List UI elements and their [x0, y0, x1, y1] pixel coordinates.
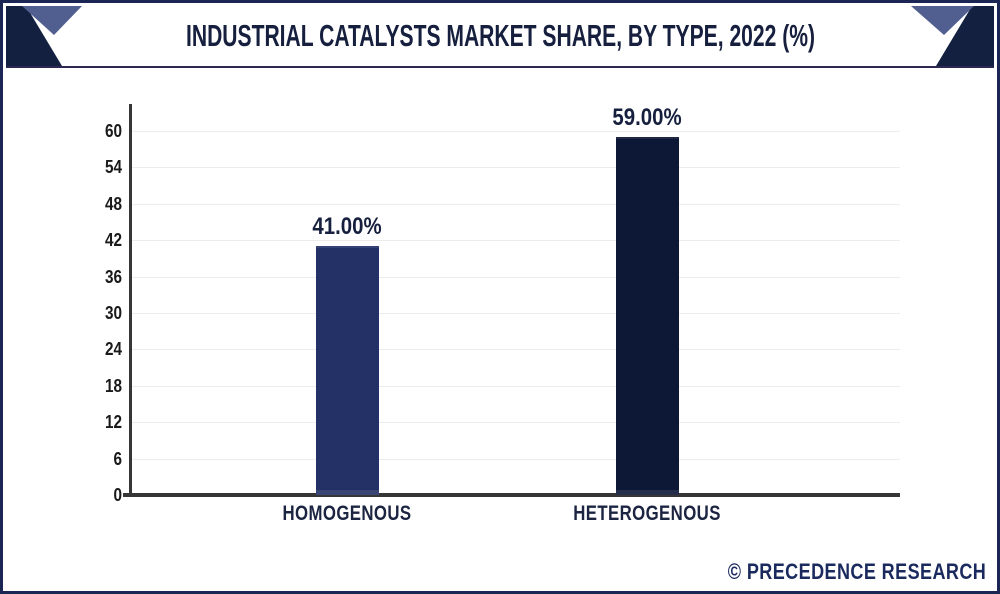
y-tick-label: 48	[104, 194, 122, 214]
y-tick-label: 24	[104, 339, 122, 359]
y-tick-label: 36	[104, 267, 122, 287]
y-tick-label: 18	[104, 376, 122, 396]
chart-header: INDUSTRIAL CATALYSTS MARKET SHARE, BY TY…	[6, 6, 994, 68]
category-label-homogenous: HOMOGENOUS	[282, 502, 412, 525]
corner-right-dark-shape	[936, 6, 994, 66]
corner-decoration-left	[6, 6, 82, 66]
watermark: © PRECEDENCE RESEARCH	[727, 559, 986, 584]
gridline	[132, 240, 900, 241]
gridline	[132, 204, 900, 205]
chart-title: INDUSTRIAL CATALYSTS MARKET SHARE, BY TY…	[185, 18, 815, 53]
y-tick-label: 6	[113, 449, 122, 469]
bar-value-label: 59.00%	[612, 104, 682, 131]
gridline	[132, 422, 900, 423]
y-tick-label: 54	[104, 157, 122, 177]
category-label-heterogenous: HETEROGENOUS	[573, 502, 721, 525]
y-axis-line	[129, 104, 132, 497]
bar-homogenous	[315, 246, 379, 495]
gridline	[132, 277, 900, 278]
gridline	[132, 167, 900, 168]
y-tick-label: 30	[104, 303, 122, 323]
bar-value-label: 41.00%	[312, 213, 382, 240]
y-tick-label: 12	[104, 412, 122, 432]
gridline	[132, 386, 900, 387]
corner-right-slate-shape	[911, 6, 974, 35]
x-axis-line	[123, 493, 900, 497]
gridline	[132, 459, 900, 460]
corner-left-slate-shape	[22, 6, 82, 35]
y-tick-label: 0	[113, 485, 122, 505]
corner-decoration-right	[911, 6, 994, 66]
bar-heterogenous	[615, 137, 679, 495]
gridline	[132, 313, 900, 314]
y-tick-label: 60	[104, 121, 122, 141]
y-tick-label: 42	[104, 230, 122, 250]
gridline	[132, 131, 900, 132]
corner-left-dark-shape	[6, 6, 62, 66]
gridline	[132, 349, 900, 350]
